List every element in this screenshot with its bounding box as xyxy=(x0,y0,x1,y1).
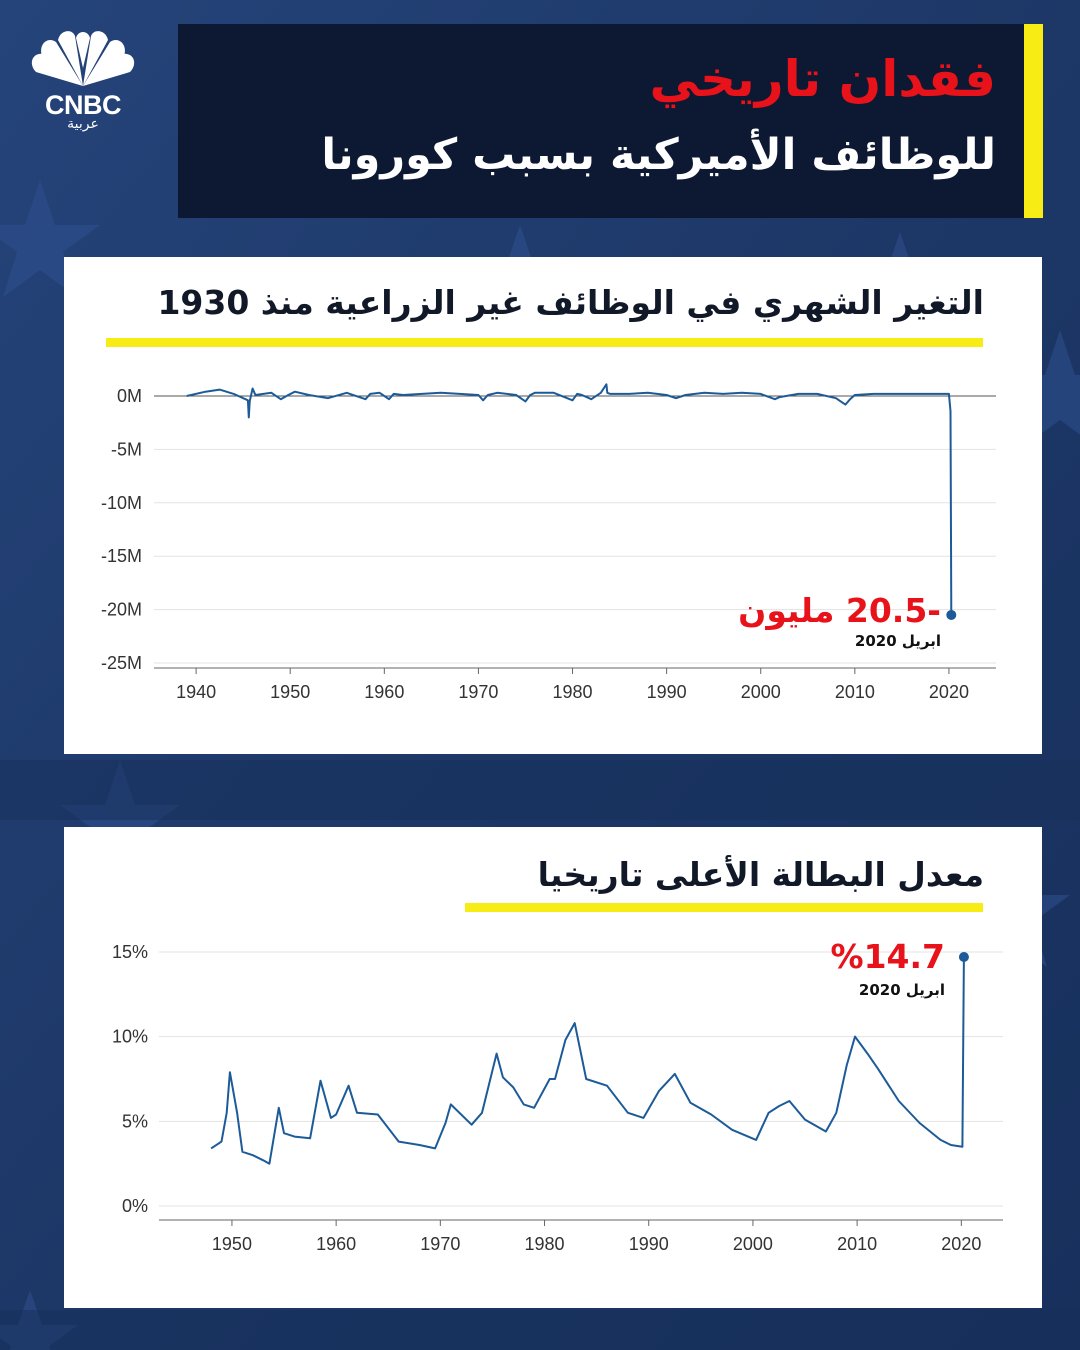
jobs-annotation-date: ابريل 2020 xyxy=(854,632,941,650)
brand-name: CNBC xyxy=(45,90,122,120)
x-tick-label: 1980 xyxy=(553,682,593,702)
jobs-annotation-value: -20.5 مليون xyxy=(738,591,941,630)
y-tick-label: 10% xyxy=(112,1027,148,1047)
y-tick-label: -20M xyxy=(101,600,142,620)
x-tick-label: 1990 xyxy=(647,682,687,702)
y-tick-label: 0M xyxy=(117,386,142,406)
page-subtitle: للوظائف الأميركية بسبب كورونا xyxy=(321,130,996,180)
y-tick-label: -10M xyxy=(101,493,142,513)
series-line xyxy=(186,383,953,615)
x-tick-label: 1990 xyxy=(629,1234,669,1254)
title-underline xyxy=(106,338,983,347)
unemployment-annotation-value: %14.7 xyxy=(830,937,946,976)
y-tick-label: 0% xyxy=(122,1196,148,1216)
unemployment-chart: 0% 5% 10% 15% 1950 1960 1970 1980 1990 2000 2010 20… xyxy=(112,942,1003,1254)
x-tick-label: 2010 xyxy=(837,1234,877,1254)
x-tick-label: 2010 xyxy=(835,682,875,702)
x-tick-label: 1960 xyxy=(364,682,404,702)
chart-panel-jobs: التغير الشهري في الوظائف غير الزراعية من… xyxy=(64,257,1042,754)
x-tick-label: 1960 xyxy=(316,1234,356,1254)
chart-panel-unemployment: معدل البطالة الأعلى تاريخيا 0% 5% 10% 15% 19… xyxy=(64,827,1042,1308)
x-tick-label: 1950 xyxy=(212,1234,252,1254)
annotation-point xyxy=(958,952,969,963)
x-tick-label: 1980 xyxy=(525,1234,565,1254)
chart-title-unemployment: معدل البطالة الأعلى تاريخيا xyxy=(537,855,984,894)
peacock-logo-icon xyxy=(31,31,135,86)
x-tick-label: 2020 xyxy=(929,682,969,702)
x-tick-label: 1940 xyxy=(176,682,216,702)
title-box xyxy=(178,24,1024,218)
y-tick-label: 5% xyxy=(122,1111,148,1131)
brand-arabic: عربية xyxy=(67,116,99,132)
y-tick-label: -15M xyxy=(101,546,142,566)
chart-title-jobs: التغير الشهري في الوظائف غير الزراعية من… xyxy=(157,283,984,322)
y-tick-label: 15% xyxy=(112,942,148,962)
title-underline xyxy=(465,903,983,912)
y-tick-label: -25M xyxy=(101,653,142,673)
cnbc-logo: CNBC عربية xyxy=(22,28,144,138)
x-tick-label: 1970 xyxy=(458,682,498,702)
series-line xyxy=(210,956,965,1165)
x-tick-label: 2000 xyxy=(733,1234,773,1254)
y-tick-label: -5M xyxy=(111,439,142,459)
page-title: فقدان تاريخي xyxy=(649,50,996,108)
jobs-chart: 0M -5M -10M -15M -20M -25M 1940 1950 1960 1970 198… xyxy=(101,383,996,702)
title-accent-bar xyxy=(1024,24,1043,218)
annotation-point xyxy=(946,609,957,620)
x-tick-label: 1950 xyxy=(270,682,310,702)
x-tick-label: 2020 xyxy=(941,1234,981,1254)
x-tick-label: 1970 xyxy=(420,1234,460,1254)
unemployment-annotation-date: ابريل 2020 xyxy=(858,981,945,999)
x-tick-label: 2000 xyxy=(741,682,781,702)
